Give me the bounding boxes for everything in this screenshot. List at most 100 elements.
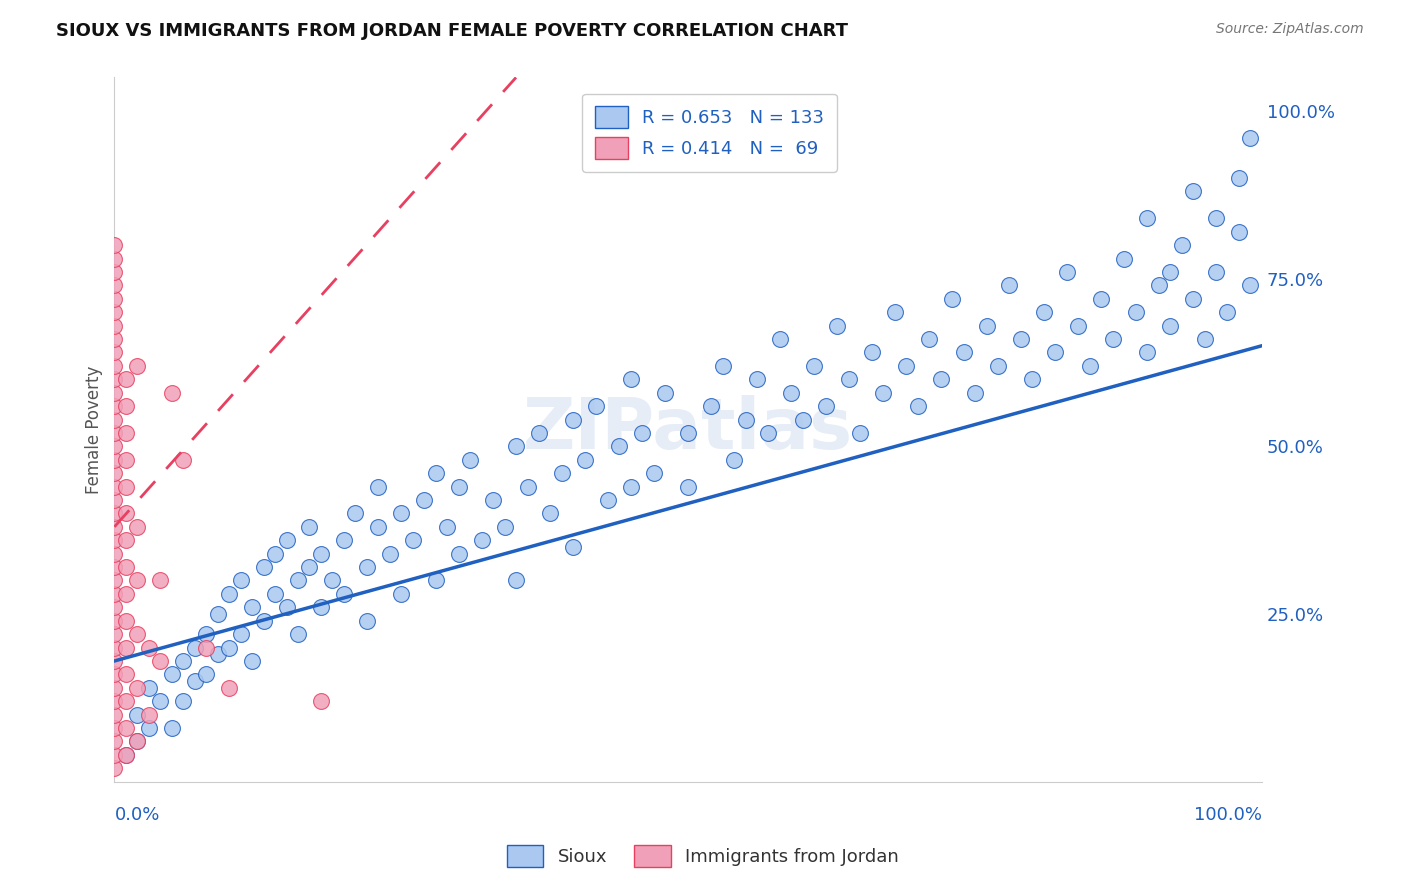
Point <box>758 425 780 440</box>
Point <box>1032 305 1054 319</box>
Point <box>115 747 138 762</box>
Point <box>482 493 505 508</box>
Point <box>1147 278 1170 293</box>
Point <box>745 372 768 386</box>
Point <box>115 372 138 386</box>
Point <box>1136 345 1159 359</box>
Point <box>103 694 125 708</box>
Point <box>1010 332 1032 346</box>
Point <box>103 345 125 359</box>
Point <box>138 721 160 735</box>
Point <box>103 452 125 467</box>
Point <box>103 493 125 508</box>
Point <box>1159 318 1181 333</box>
Point <box>115 640 138 655</box>
Point <box>115 747 138 762</box>
Point <box>551 466 574 480</box>
Point <box>620 479 643 493</box>
Point <box>1078 359 1101 373</box>
Point <box>103 385 125 400</box>
Point <box>1101 332 1123 346</box>
Point <box>195 667 218 681</box>
Point <box>471 533 494 548</box>
Point <box>458 452 481 467</box>
Point <box>976 318 998 333</box>
Point <box>127 707 149 722</box>
Point <box>1182 292 1205 306</box>
Point <box>562 412 585 426</box>
Point <box>103 574 125 588</box>
Point <box>607 439 630 453</box>
Point <box>1136 211 1159 226</box>
Point <box>494 520 516 534</box>
Point <box>1090 292 1112 306</box>
Point <box>103 332 125 346</box>
Point <box>907 399 929 413</box>
Point <box>103 707 125 722</box>
Point <box>103 318 125 333</box>
Point <box>1216 305 1239 319</box>
Point <box>711 359 734 373</box>
Point <box>127 574 149 588</box>
Point <box>115 507 138 521</box>
Point <box>127 520 149 534</box>
Point <box>103 654 125 668</box>
Point <box>115 694 138 708</box>
Point <box>872 385 894 400</box>
Point <box>103 721 125 735</box>
Point <box>115 399 138 413</box>
Point <box>425 574 447 588</box>
Point <box>138 640 160 655</box>
Text: 100.0%: 100.0% <box>1194 806 1263 824</box>
Point <box>333 533 356 548</box>
Point <box>276 600 298 615</box>
Point <box>103 547 125 561</box>
Point <box>309 694 332 708</box>
Point <box>103 265 125 279</box>
Text: Source: ZipAtlas.com: Source: ZipAtlas.com <box>1216 22 1364 37</box>
Point <box>952 345 974 359</box>
Point <box>389 507 412 521</box>
Point <box>1170 238 1192 252</box>
Point <box>700 399 723 413</box>
Point <box>631 425 654 440</box>
Point <box>103 734 125 748</box>
Point <box>103 412 125 426</box>
Point <box>195 627 218 641</box>
Point <box>160 385 183 400</box>
Point <box>389 587 412 601</box>
Point <box>160 721 183 735</box>
Point <box>425 466 447 480</box>
Point <box>115 533 138 548</box>
Point <box>240 654 263 668</box>
Point <box>103 681 125 695</box>
Point <box>103 614 125 628</box>
Point <box>1056 265 1078 279</box>
Point <box>229 627 252 641</box>
Point <box>149 694 172 708</box>
Point <box>127 681 149 695</box>
Point <box>103 372 125 386</box>
Point <box>1227 225 1250 239</box>
Point <box>298 560 321 574</box>
Point <box>298 520 321 534</box>
Point <box>1182 185 1205 199</box>
Point <box>1205 211 1227 226</box>
Point <box>987 359 1010 373</box>
Point <box>115 614 138 628</box>
Point <box>1045 345 1067 359</box>
Point <box>103 747 125 762</box>
Point <box>103 292 125 306</box>
Point <box>333 587 356 601</box>
Point <box>792 412 814 426</box>
Point <box>309 547 332 561</box>
Point <box>115 425 138 440</box>
Point <box>378 547 401 561</box>
Point <box>103 520 125 534</box>
Point <box>103 238 125 252</box>
Point <box>505 439 527 453</box>
Point <box>160 667 183 681</box>
Point <box>723 452 745 467</box>
Point <box>103 600 125 615</box>
Point <box>367 520 389 534</box>
